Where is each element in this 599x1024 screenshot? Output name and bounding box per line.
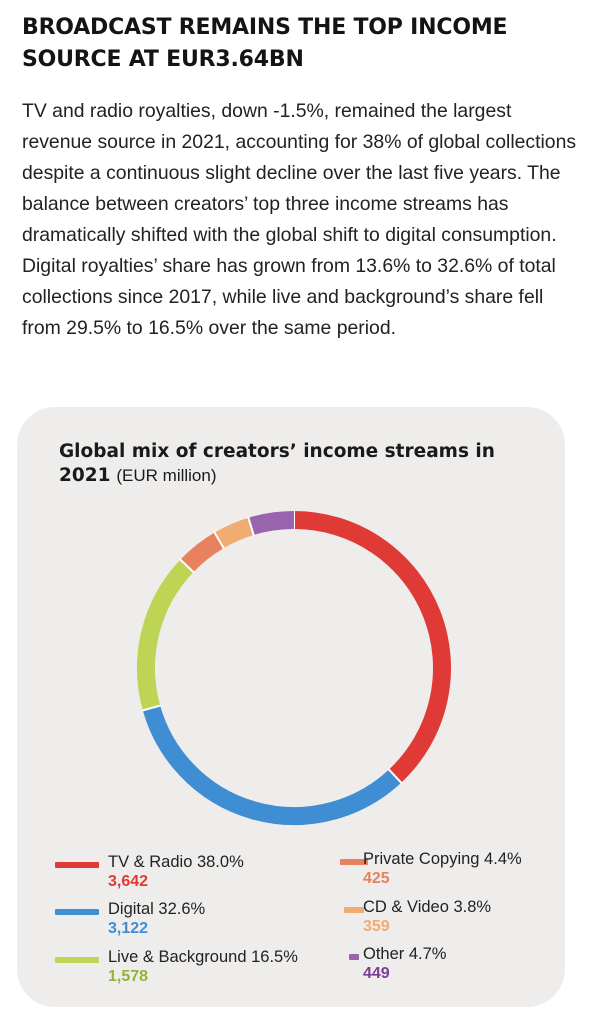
legend-label: TV & Radio 38.0% [108, 853, 244, 871]
legend-label: Digital 32.6% [108, 900, 206, 918]
legend-swatch [340, 859, 368, 865]
legend-label: Private Copying 4.4% [363, 850, 522, 868]
donut-slice-live-background [137, 559, 194, 711]
chart-title-unit: (EUR million) [116, 466, 217, 485]
legend-value: 359 [363, 918, 390, 935]
legend-value: 3,122 [108, 920, 149, 937]
intro-paragraph: TV and radio royalties, down -1.5%, rema… [22, 100, 577, 339]
legend-label: Other 4.7% [363, 945, 447, 963]
legend-value: 1,578 [108, 968, 149, 985]
legend-swatch [349, 954, 359, 960]
slice-separator [247, 516, 255, 537]
donut-slice-private-copying [180, 532, 224, 573]
legend-swatch [55, 957, 99, 963]
chart-title: Global mix of creators’ income streams i… [59, 440, 539, 488]
legend-swatch [55, 909, 99, 915]
legend-label: CD & Video 3.8% [363, 898, 492, 916]
legend-swatch [344, 907, 364, 913]
donut-slice-other [248, 511, 295, 536]
slice-separator [213, 531, 226, 550]
headline: BROADCAST REMAINS THE TOP INCOME SOURCE … [22, 15, 508, 72]
donut-slice-tv-radio [293, 511, 451, 783]
donut-slice-cd-video [214, 517, 254, 549]
donut-slice-digital [142, 705, 402, 825]
legend-swatch [55, 862, 99, 868]
legend-value: 425 [363, 870, 390, 887]
legend-value: 3,642 [108, 873, 149, 890]
slice-separator [387, 768, 403, 785]
chart-card: Global mix of creators’ income streams i… [17, 407, 565, 1007]
slice-separator [178, 558, 195, 574]
legend-value: 449 [363, 965, 390, 982]
chart-title-main: Global mix of creators’ income streams i… [59, 441, 495, 486]
legend-label: Live & Background 16.5% [108, 948, 298, 966]
slice-separator [141, 704, 162, 712]
donut-chart [137, 510, 451, 825]
